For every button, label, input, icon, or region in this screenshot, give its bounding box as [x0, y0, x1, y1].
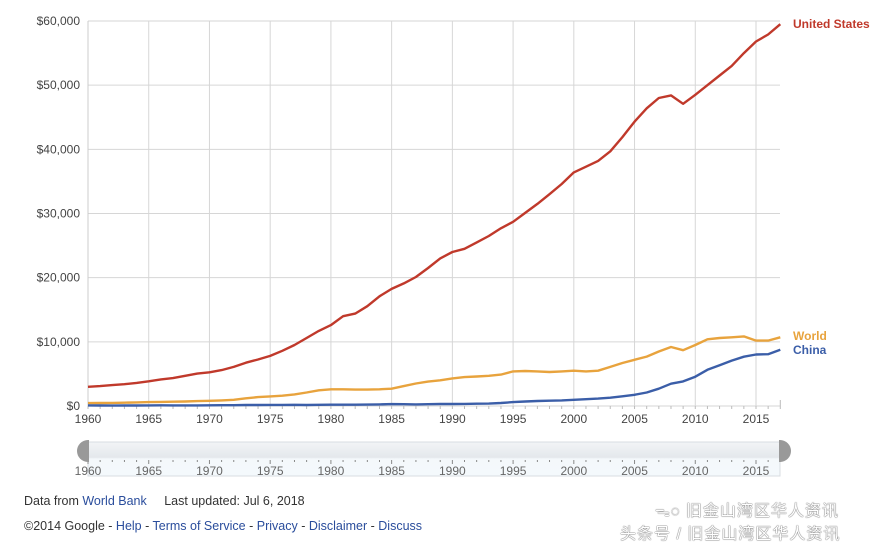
slider-tick-label: 2005: [621, 464, 648, 478]
time-range-slider[interactable]: 1960 1965 1970 1975 1980 1985 1990 1995 2000 2005…: [75, 440, 791, 478]
y-tick-label: $50,000: [37, 78, 81, 92]
watermark-line2: 头条号 / 旧金山湾区华人资讯: [620, 526, 841, 543]
data-from-label: Data from: [24, 494, 83, 508]
series-label-united-states[interactable]: United States: [793, 17, 870, 31]
chart-series-lines[interactable]: [87, 23, 782, 407]
y-tick-label: $30,000: [37, 207, 81, 221]
privacy-link[interactable]: Privacy: [256, 519, 298, 533]
discuss-link[interactable]: Discuss: [378, 519, 423, 533]
terms-link[interactable]: Terms of Service: [152, 519, 246, 533]
x-axis-ticks: 1960 1965 1970 1975 1980 1985 1990 1995 2000 2005…: [75, 412, 770, 426]
x-tick-label: 2000: [560, 412, 587, 426]
series-label-world[interactable]: World: [793, 329, 827, 343]
x-tick-label: 2015: [743, 412, 770, 426]
slider-tick-label: 1985: [378, 464, 405, 478]
disclaimer-link[interactable]: Disclaimer: [308, 519, 368, 533]
series-label-china[interactable]: China: [793, 343, 827, 357]
slider-tick-label: 1980: [318, 464, 345, 478]
slider-tick-label: 1960: [75, 464, 102, 478]
x-tick-label: 1985: [378, 412, 405, 426]
x-tick-label: 1980: [318, 412, 345, 426]
x-tick-label: 1975: [257, 412, 284, 426]
x-tick-label: 1995: [500, 412, 527, 426]
y-tick-label: $60,000: [37, 14, 81, 28]
slider-tick-label: 1975: [257, 464, 284, 478]
slider-handle-end[interactable]: [779, 440, 791, 462]
slider-tick-label: 1995: [500, 464, 527, 478]
watermark-line1: ᯓ◌ 旧金山湾区华人资讯: [655, 503, 839, 520]
slider-tick-label: 2015: [743, 464, 770, 478]
series-line-china[interactable]: [87, 348, 781, 407]
y-tick-label: $10,000: [37, 335, 81, 349]
world-bank-link[interactable]: World Bank: [82, 494, 147, 508]
y-tick-label: $0: [67, 399, 81, 413]
data-source-line: Data from World Bank Last updated: Jul 6…: [24, 494, 305, 508]
slider-tick-label: 1965: [135, 464, 162, 478]
slider-tick-label: 2000: [560, 464, 587, 478]
x-tick-label: 2010: [682, 412, 709, 426]
help-link[interactable]: Help: [115, 519, 142, 533]
slider-handle-start[interactable]: [77, 440, 89, 462]
y-axis-ticks: $0 $10,000 $20,000 $30,000 $40,000 $50,000 $60…: [37, 14, 81, 413]
x-tick-label: 1990: [439, 412, 466, 426]
slider-tick-label: 1990: [439, 464, 466, 478]
footer-links: ©2014 Google - Help - Terms of Service -…: [24, 519, 423, 533]
y-tick-label: $20,000: [37, 271, 81, 285]
x-tick-label: 1965: [135, 412, 162, 426]
slider-tick-label: 2010: [682, 464, 709, 478]
chart-grid: [87, 20, 781, 409]
last-updated: Last updated: Jul 6, 2018: [164, 494, 305, 508]
line-chart: $0 $10,000 $20,000 $30,000 $40,000 $50,000 $60…: [37, 14, 870, 426]
wechat-icon: ᯓ◌: [655, 503, 686, 520]
copyright: ©2014 Google -: [24, 519, 116, 533]
y-tick-label: $40,000: [37, 142, 81, 156]
series-line-world[interactable]: [87, 335, 781, 405]
slider-tick-label: 1970: [196, 464, 223, 478]
x-tick-label: 1970: [196, 412, 223, 426]
series-line-united-states[interactable]: [87, 23, 782, 388]
x-tick-label: 2005: [621, 412, 648, 426]
x-tick-label: 1960: [75, 412, 102, 426]
